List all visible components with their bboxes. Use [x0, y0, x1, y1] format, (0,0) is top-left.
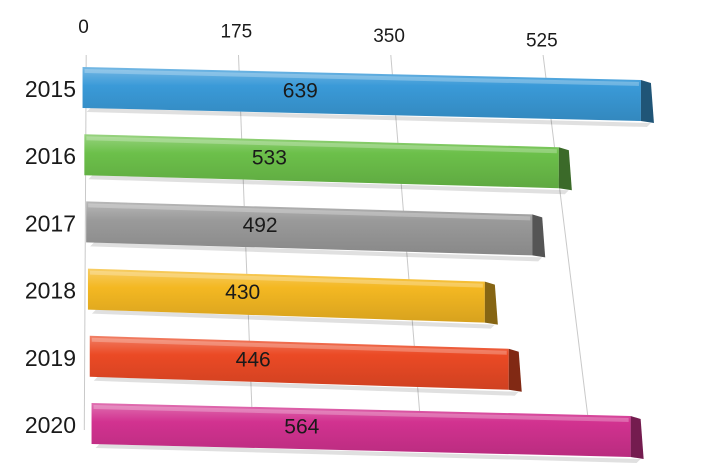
bar-end: [630, 416, 644, 459]
bar-end: [532, 214, 546, 258]
bar-shadow: [86, 108, 651, 127]
bar-face: [84, 134, 559, 189]
x-tick-label: 175: [220, 22, 252, 43]
grid-line: [83, 54, 87, 431]
bar-face: [91, 403, 631, 457]
data-label: 533: [252, 147, 287, 170]
bar-highlight: [86, 136, 557, 154]
bar-highlight: [89, 270, 483, 288]
y-category-label: 2019: [25, 345, 76, 371]
bar-face: [89, 335, 509, 390]
y-category-label: 2020: [25, 412, 76, 438]
y-category-label: 2015: [25, 76, 76, 102]
bar-highlight: [84, 69, 639, 86]
bar: 430: [87, 268, 498, 329]
bar-end: [558, 147, 572, 191]
bar-shadow: [91, 309, 495, 329]
bar-highlight: [93, 405, 629, 422]
bar-face: [87, 268, 485, 323]
y-category-label: 2018: [25, 278, 76, 304]
bar: 564: [91, 403, 644, 463]
bar-shadow: [88, 175, 569, 195]
data-label: 564: [284, 416, 319, 439]
x-tick-label: 350: [373, 26, 405, 47]
bar-shadow: [93, 376, 519, 396]
bar-highlight: [88, 203, 531, 221]
bar: 533: [84, 134, 572, 195]
bar-shadow: [95, 444, 641, 463]
bar-shadow: [90, 242, 543, 262]
bars: 564 446 430 492 533 639: [82, 67, 654, 463]
data-label: 492: [243, 214, 278, 237]
y-category-label: 2017: [25, 210, 76, 236]
x-tick-label: 525: [526, 31, 558, 52]
bar: 639: [82, 67, 654, 127]
bar-end: [484, 281, 498, 325]
y-axis-categories: 2015 2016 2017 2018 2019 2020: [25, 76, 76, 438]
x-tick-label: 0: [78, 17, 89, 38]
data-label: 639: [283, 80, 318, 103]
bar-face: [86, 201, 533, 256]
bar-highlight: [91, 337, 507, 355]
data-label: 446: [236, 348, 271, 371]
data-label: 430: [225, 281, 260, 304]
bar-face: [82, 67, 641, 121]
bar: 492: [86, 201, 546, 262]
x-axis-ticks: 0 175 350 525: [78, 17, 557, 52]
bar-end: [640, 80, 654, 123]
bar: 446: [89, 335, 522, 396]
y-category-label: 2016: [25, 143, 76, 169]
bar-end: [508, 348, 522, 392]
